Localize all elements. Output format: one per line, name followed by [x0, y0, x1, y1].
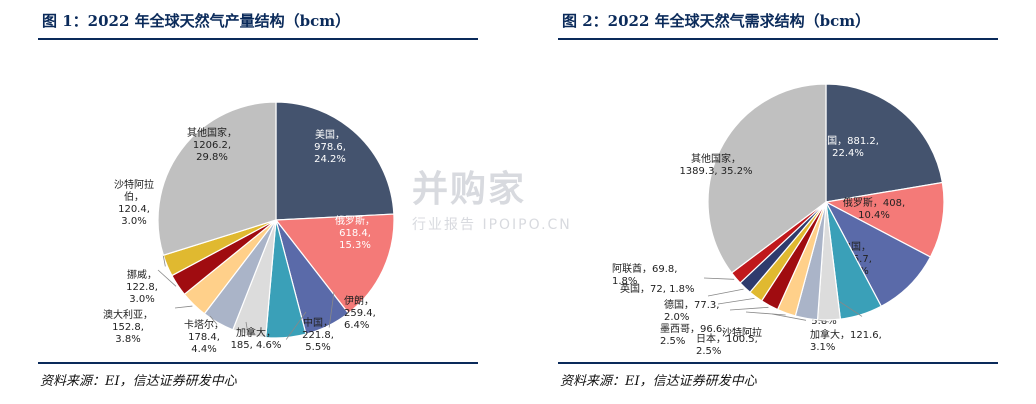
- slice-label-1: 俄罗斯， 618.4, 15.3%: [335, 214, 375, 251]
- slice-label-6: 日本，100.5, 2.5%: [696, 332, 758, 357]
- figure-1-source: 资料来源：EI，信达证券研发中心: [40, 374, 237, 389]
- slice-label-2: 伊朗， 259.4, 6.4%: [344, 295, 376, 331]
- figure-2-bottom-rule: [558, 362, 998, 364]
- leader-line-6: [174, 305, 193, 309]
- leader-line-5: [771, 313, 807, 321]
- leader-line-2: [328, 291, 335, 328]
- figure-1-top-rule: [38, 38, 478, 40]
- figure-1-panel: 图 1：2022 年全球天然气产量结构（bcm） 美国， 978.6, 24.2% 俄…: [38, 12, 478, 389]
- pie-slice-0: [825, 83, 944, 203]
- pie-slice-0: [275, 101, 395, 221]
- production-pie-chart: 美国， 978.6, 24.2% 俄罗斯， 618.4, 15.3% 伊朗， 259.4, 6.…: [103, 101, 395, 355]
- slice-label-3: 中国， 221.8, 5.5%: [302, 316, 334, 353]
- slice-label-9: 英国，72, 1.8%: [620, 282, 695, 295]
- pie-slice-1: [824, 181, 945, 258]
- pie-slice-11: [707, 83, 827, 274]
- slice-label-6: 澳大利亚， 152.8, 3.8%: [103, 308, 153, 345]
- slice-label-10: 阿联酋，69.8, 1.8%: [612, 262, 677, 287]
- slice-label-5: 卡塔尔， 178.4, 4.4%: [184, 318, 224, 355]
- figure-2-top-rule: [558, 38, 998, 40]
- slice-label-9: 其他国家， 1206.2, 29.8%: [187, 126, 237, 163]
- slice-label-7: 挪威， 122.8, 3.0%: [126, 268, 158, 305]
- leader-line-7: [157, 269, 177, 287]
- slice-label-0: 美国， 978.6, 24.2%: [314, 128, 346, 165]
- slice-label-1: 俄罗斯，408, 10.4%: [843, 196, 905, 221]
- slice-label-11: 其他国家， 1389.3, 35.2%: [679, 152, 752, 177]
- figure-1-title: 图 1：2022 年全球天然气产量结构（bcm）: [42, 12, 351, 30]
- slice-label-5: 沙特阿拉: [722, 326, 762, 339]
- slice-label-0: 美国，881.2, 22.4%: [817, 134, 879, 159]
- leader-line-10: [703, 277, 735, 280]
- leader-line-8: [717, 297, 755, 305]
- figure-2-source: 资料来源：EI，信达证券研发中心: [560, 374, 757, 389]
- leader-line-7: [729, 306, 769, 311]
- leader-line-5: [209, 315, 218, 325]
- slice-label-7: 墨西哥，96.6, 2.5%: [660, 323, 725, 347]
- figure-1-bottom-rule: [38, 362, 478, 364]
- demand-pie-chart: 美国，881.2,22.4%俄罗斯，408,10.4%中国，375.7,9.5%…: [612, 83, 945, 357]
- figure-2-title: 图 2：2022 年全球天然气需求结构（bcm）: [562, 12, 871, 30]
- leader-line-6: [745, 311, 786, 316]
- slice-label-8: 德国，77.3, 2.0%: [664, 298, 719, 323]
- leader-line-3: [285, 311, 307, 340]
- slice-label-4: 加拿大， 185, 4.6%: [231, 326, 282, 351]
- leader-line-9: [707, 288, 744, 297]
- pie-slice-9: [157, 101, 277, 257]
- leader-line-4: [245, 321, 249, 337]
- figure-2-panel: 图 2：2022 年全球天然气需求结构（bcm） 美国，881.2, 22.4% 俄…: [520, 0, 1036, 404]
- pie-slice-1: [274, 213, 395, 315]
- slice-label-4: 加拿大，121.6, 3.1%: [810, 328, 882, 353]
- slice-label-8: 沙特阿拉伯， 120.4, 3.0%: [114, 178, 154, 227]
